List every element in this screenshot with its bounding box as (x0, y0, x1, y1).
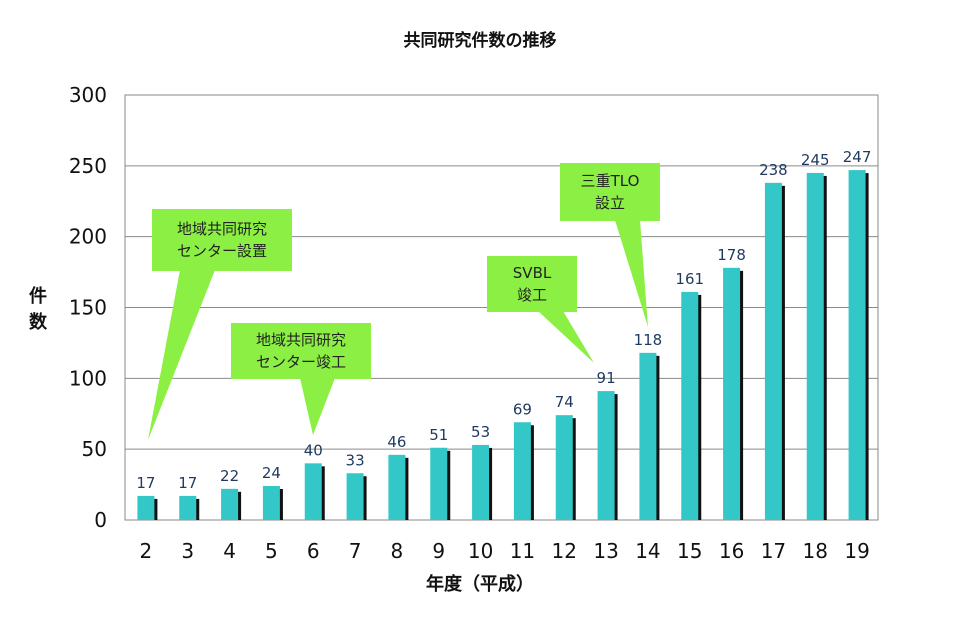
data-label: 17 (136, 474, 155, 492)
bar (597, 391, 615, 520)
data-label: 53 (471, 423, 490, 441)
callout-box (231, 323, 371, 379)
y-axis-title-part-1: 件 (29, 285, 47, 307)
callout-text: 地域共同研究 (256, 331, 346, 349)
y-axis-title-part-2: 数 (29, 311, 48, 333)
bar (848, 170, 866, 521)
bar (723, 267, 741, 520)
bar (221, 488, 239, 520)
x-tick-label: 16 (719, 539, 744, 563)
y-tick-label: 150 (69, 296, 107, 320)
plot-frame (124, 94, 879, 521)
data-label: 17 (178, 474, 197, 492)
callout-text: 地域共同研究 (177, 220, 267, 238)
y-tick-label: 0 (94, 508, 107, 532)
data-label: 238 (759, 161, 788, 179)
x-tick-label: 15 (677, 539, 702, 563)
x-tick-label: 6 (307, 539, 320, 563)
y-tick-label: 300 (69, 83, 107, 107)
data-label: 245 (801, 151, 830, 169)
bar (639, 352, 657, 520)
x-tick-label: 12 (552, 539, 577, 563)
callout-box (487, 256, 577, 312)
y-axis-ticks: 0 50 100 150 200 250 300 (69, 83, 107, 532)
callout-text: センター設置 (177, 242, 267, 260)
x-tick-label: 5 (265, 539, 278, 563)
data-label: 24 (262, 464, 281, 482)
x-tick-label: 11 (510, 539, 535, 563)
bar (513, 422, 531, 520)
callout-text: SVBL (513, 264, 552, 282)
y-tick-label: 200 (69, 225, 107, 249)
callout-text: 三重TLO (581, 172, 640, 190)
bar (430, 447, 448, 520)
x-tick-label: 14 (635, 539, 660, 563)
x-tick-label: 10 (468, 539, 493, 563)
data-label: 46 (387, 433, 406, 451)
x-axis-title: 年度（平成） (426, 573, 534, 595)
data-label: 22 (220, 467, 239, 485)
x-tick-label: 8 (391, 539, 404, 563)
data-label: 118 (634, 331, 663, 349)
data-label: 161 (675, 270, 704, 288)
data-labels: 17 17 22 24 40 33 46 51 53 69 74 91 118 161 178 238 245 2… (136, 148, 871, 492)
bar (472, 444, 490, 520)
x-tick-label: 7 (349, 539, 362, 563)
callout-text: 設立 (595, 194, 625, 212)
y-tick-label: 50 (82, 437, 107, 461)
data-label: 40 (304, 441, 323, 459)
data-label: 74 (555, 393, 574, 411)
data-label: 33 (346, 451, 365, 469)
bar (304, 463, 322, 520)
x-tick-label: 4 (223, 539, 236, 563)
bar (681, 291, 699, 520)
y-tick-label: 250 (69, 154, 107, 178)
bar (179, 495, 197, 520)
x-tick-label: 17 (761, 539, 786, 563)
callout-pointer (300, 378, 335, 435)
bar (262, 486, 280, 520)
data-label: 69 (513, 400, 532, 418)
bar (555, 415, 573, 520)
data-label: 91 (597, 369, 616, 387)
x-tick-label: 18 (803, 539, 828, 563)
data-label: 51 (429, 426, 448, 444)
callout-pointer (615, 220, 648, 327)
callout-pointer (538, 311, 594, 363)
bar (764, 182, 782, 521)
data-label: 178 (717, 246, 746, 264)
callout-box (152, 209, 292, 271)
x-tick-label: 2 (140, 539, 153, 563)
bars (137, 170, 869, 521)
x-axis-ticks: 2 3 4 5 6 7 8 9 10 11 12 13 14 15 16 17 18 19 (140, 539, 870, 563)
callout-text: センター竣工 (256, 353, 346, 371)
x-tick-label: 13 (593, 539, 618, 563)
x-tick-label: 3 (181, 539, 194, 563)
x-tick-label: 9 (432, 539, 445, 563)
data-label: 247 (843, 148, 872, 166)
bar (388, 454, 406, 520)
callout-pointer (148, 270, 215, 440)
callout-text: 竣工 (517, 286, 547, 304)
callout: SVBL 竣工 (487, 256, 594, 363)
bar (806, 172, 824, 520)
bar (346, 473, 364, 520)
x-tick-label: 19 (844, 539, 869, 563)
chart-title: 共同研究件数の推移 (404, 30, 557, 51)
callout: 三重TLO 設立 (560, 163, 660, 327)
y-tick-label: 100 (69, 366, 107, 390)
callout-box (560, 163, 660, 221)
bar (137, 495, 155, 520)
